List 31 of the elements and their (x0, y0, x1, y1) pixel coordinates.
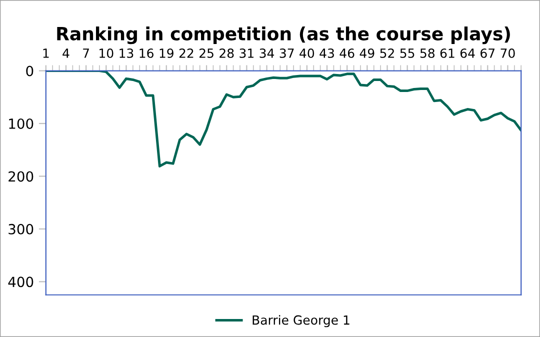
x-tick-label: 61 (440, 48, 454, 58)
x-tick-label: 16 (140, 48, 154, 58)
x-tick-label: 70 (500, 48, 515, 58)
x-tick-label: 10 (100, 48, 114, 58)
x-tick-label: 49 (360, 48, 374, 58)
x-tick-label: 43 (320, 48, 334, 58)
x-tick-label: 22 (179, 48, 194, 58)
y-tick-label: 200 (8, 171, 34, 182)
x-tick-label: 52 (380, 48, 394, 58)
x-tick-label: 34 (260, 48, 274, 58)
x-tick-label: 64 (460, 48, 475, 58)
x-tick-label: 4 (62, 48, 70, 58)
x-tick-label: 13 (120, 48, 134, 58)
y-tick-label: 300 (8, 224, 34, 234)
y-tick-label: 0 (26, 66, 34, 76)
x-tick-label: 1 (43, 48, 49, 58)
x-tick-label: 7 (83, 48, 89, 58)
chart-title: Ranking in competition (as the course plays) (57, 26, 510, 44)
x-tick-label: 28 (220, 48, 234, 58)
x-tick-label: 40 (300, 48, 314, 58)
x-tick-label: 19 (160, 48, 174, 58)
x-tick-label: 55 (400, 48, 414, 58)
legend-label: Barrie George 1 (252, 315, 350, 328)
x-tick-label: 46 (340, 48, 354, 58)
x-tick-label: 37 (280, 48, 294, 58)
x-tick-label: 67 (480, 48, 495, 58)
y-tick-label: 100 (9, 118, 34, 129)
x-tick-label: 25 (199, 48, 214, 58)
y-tick-label: 400 (8, 276, 34, 288)
x-tick-label: 58 (420, 48, 434, 58)
x-tick-label: 31 (240, 48, 254, 58)
